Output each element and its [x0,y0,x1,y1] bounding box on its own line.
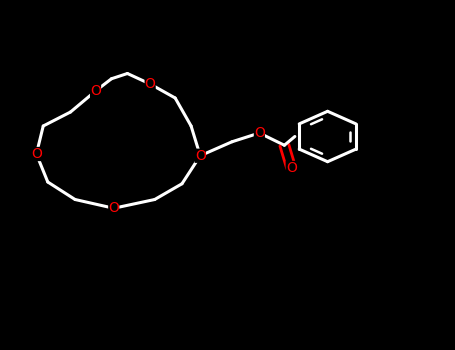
Text: O: O [31,147,42,161]
Text: O: O [108,201,119,215]
Text: O: O [90,84,101,98]
Text: O: O [195,149,206,163]
Text: O: O [145,77,156,91]
Text: O: O [286,161,297,175]
Text: O: O [254,126,265,140]
